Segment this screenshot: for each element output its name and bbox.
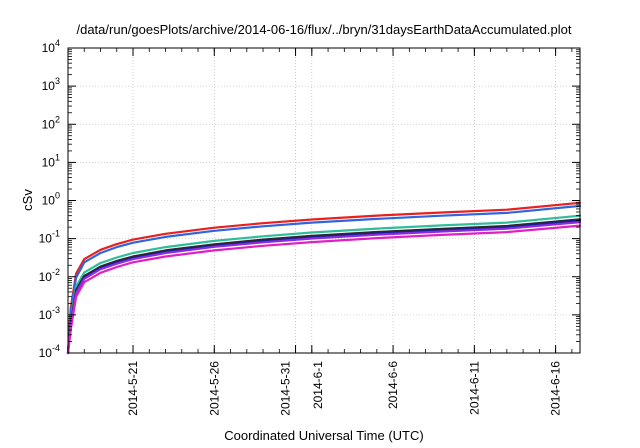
y-tick-base: 10 xyxy=(39,308,53,322)
y-tick-base: 10 xyxy=(39,346,53,360)
y-tick-exponent: -3 xyxy=(52,305,60,315)
y-tick-base: 10 xyxy=(39,270,53,284)
x-tick-label: 2014-5-31 xyxy=(279,361,293,416)
series-layer xyxy=(66,201,582,355)
y-tick-label: 103 xyxy=(42,76,60,93)
y-tick-exponent: 1 xyxy=(55,152,60,162)
y-tick-label: 102 xyxy=(42,114,60,131)
y-tick-label: 10-3 xyxy=(39,305,60,322)
series-line-3 xyxy=(66,214,582,355)
x-tick-label: 2014-6-1 xyxy=(311,361,325,409)
x-tick-label: 2014-6-6 xyxy=(386,361,400,409)
y-tick-exponent: -4 xyxy=(52,343,60,353)
y-tick-label: 10-2 xyxy=(39,267,60,284)
y-axis-label: cSv xyxy=(20,189,35,211)
x-tick-label: 2014-6-16 xyxy=(549,361,563,416)
y-tick-exponent: -1 xyxy=(52,229,60,239)
series-line-1 xyxy=(66,201,582,355)
x-tick-labels: 2014-5-21 2014-5-26 2014-5-31 2014-6-1 2014-… xyxy=(126,361,563,416)
y-tick-exponent: 0 xyxy=(55,191,60,201)
grid xyxy=(68,48,580,353)
y-tick-base: 10 xyxy=(42,41,56,55)
y-tick-label: 101 xyxy=(42,152,60,169)
y-tick-label: 10-4 xyxy=(39,343,60,360)
y-tick-label: 104 xyxy=(42,38,60,55)
y-tick-exponent: 4 xyxy=(55,38,60,48)
y-tick-base: 10 xyxy=(42,79,56,93)
y-tick-base: 10 xyxy=(42,155,56,169)
x-tick-label: 2014-5-26 xyxy=(207,361,221,416)
series-line-4 xyxy=(66,218,582,355)
chart-title: /data/run/goesPlots/archive/2014-06-16/f… xyxy=(76,22,571,37)
y-tick-label: 100 xyxy=(42,191,60,208)
x-tick-label: 2014-6-11 xyxy=(467,361,481,415)
y-tick-base: 10 xyxy=(42,117,56,131)
y-tick-base: 10 xyxy=(42,194,56,208)
y-tick-exponent: 3 xyxy=(55,76,60,86)
y-tick-base: 10 xyxy=(39,232,53,246)
series-line-7 xyxy=(66,224,582,355)
ticks xyxy=(68,47,580,354)
y-tick-exponent: -2 xyxy=(52,267,60,277)
y-tick-label: 10-1 xyxy=(39,229,60,246)
series-line-6 xyxy=(66,221,582,355)
y-tick-exponent: 2 xyxy=(55,114,60,124)
x-tick-label: 2014-5-21 xyxy=(126,361,140,416)
x-axis-label: Coordinated Universal Time (UTC) xyxy=(224,428,423,443)
series-line-2 xyxy=(66,204,582,355)
